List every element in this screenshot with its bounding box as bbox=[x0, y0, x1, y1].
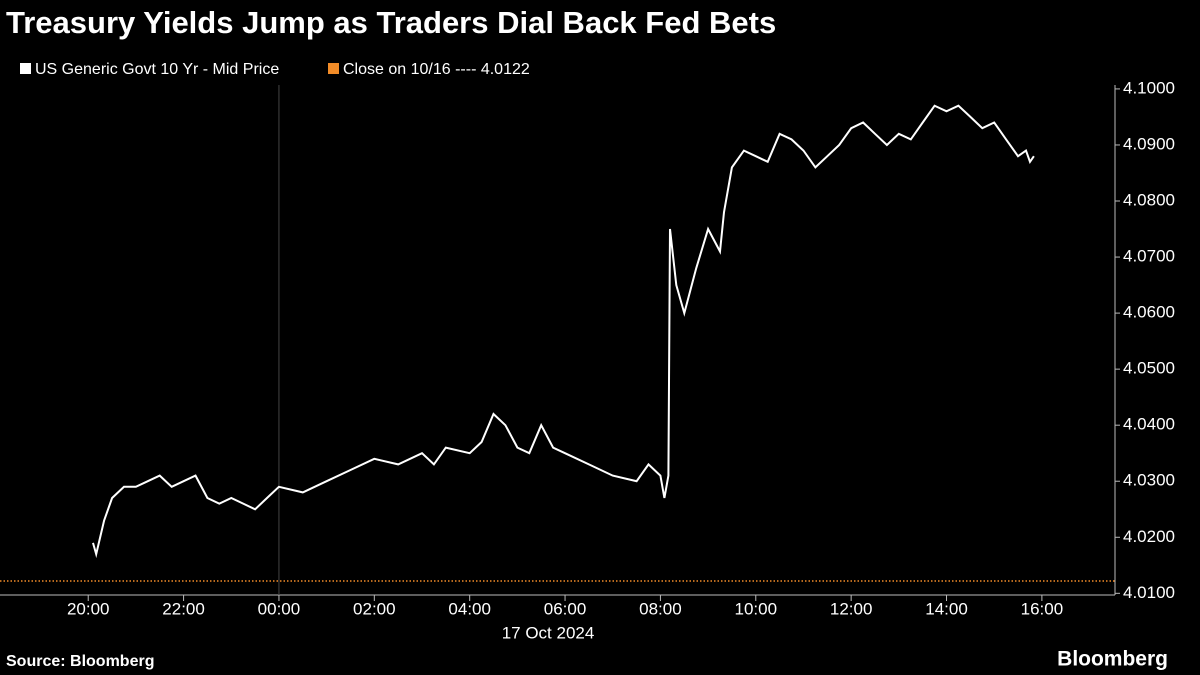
legend-label: Close on 10/16 ---- 4.0122 bbox=[343, 61, 530, 78]
y-tick-label: 4.0300 bbox=[1123, 471, 1175, 490]
x-tick-label: 02:00 bbox=[353, 599, 396, 618]
legend-swatch bbox=[328, 63, 339, 74]
y-tick-label: 4.0700 bbox=[1123, 247, 1175, 266]
y-tick-label: 4.0500 bbox=[1123, 359, 1175, 378]
x-tick-label: 12:00 bbox=[830, 599, 873, 618]
x-tick-label: 06:00 bbox=[544, 599, 587, 618]
legend-label: US Generic Govt 10 Yr - Mid Price bbox=[35, 61, 279, 78]
y-tick-label: 4.0100 bbox=[1123, 583, 1175, 602]
y-tick-label: 4.0400 bbox=[1123, 415, 1175, 434]
y-tick-label: 4.0800 bbox=[1123, 190, 1175, 209]
y-tick-label: 4.0200 bbox=[1123, 527, 1175, 546]
y-tick-label: 4.0600 bbox=[1123, 303, 1175, 322]
x-tick-label: 14:00 bbox=[925, 599, 968, 618]
date-label: 17 Oct 2024 bbox=[502, 623, 595, 642]
series-line bbox=[92, 104, 1035, 559]
legend-swatch bbox=[20, 63, 31, 74]
y-tick-label: 4.0900 bbox=[1123, 134, 1175, 153]
x-tick-label: 20:00 bbox=[67, 599, 110, 618]
y-tick-label: 4.1000 bbox=[1123, 78, 1175, 97]
brand: Bloomberg bbox=[1057, 648, 1168, 671]
x-tick-label: 00:00 bbox=[258, 599, 301, 618]
x-tick-label: 10:00 bbox=[735, 599, 778, 618]
x-tick-label: 16:00 bbox=[1021, 599, 1064, 618]
source: Source: Bloomberg bbox=[6, 653, 154, 670]
chart-title: Treasury Yields Jump as Traders Dial Bac… bbox=[6, 5, 776, 40]
x-tick-label: 08:00 bbox=[639, 599, 682, 618]
x-tick-label: 04:00 bbox=[448, 599, 491, 618]
x-tick-label: 22:00 bbox=[162, 599, 205, 618]
